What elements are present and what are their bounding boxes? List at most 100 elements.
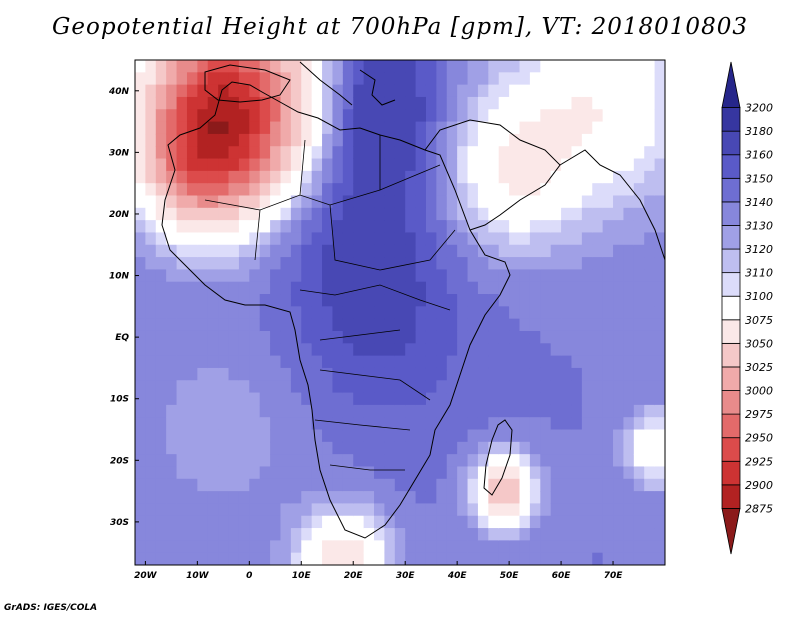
field-cell xyxy=(425,158,437,172)
field-cell xyxy=(218,343,230,357)
field-cell xyxy=(280,392,292,406)
field-cell xyxy=(477,306,489,320)
field-cell xyxy=(207,72,219,86)
field-cell xyxy=(301,220,313,234)
field-cell xyxy=(592,441,604,455)
field-cell xyxy=(623,417,635,431)
field-cell xyxy=(270,417,282,431)
field-cell xyxy=(457,60,469,73)
field-cell xyxy=(540,478,552,492)
field-cell xyxy=(186,355,198,369)
field-cell xyxy=(561,515,573,529)
field-cell xyxy=(145,269,157,283)
field-cell xyxy=(353,232,365,246)
field-cell xyxy=(238,146,250,160)
field-cell xyxy=(602,195,614,209)
field-cell xyxy=(197,478,209,492)
field-cell xyxy=(197,367,209,381)
field-cell xyxy=(477,133,489,147)
field-cell xyxy=(425,367,437,381)
field-cell xyxy=(394,232,406,246)
field-cell xyxy=(509,207,521,221)
field-cell xyxy=(550,318,562,332)
field-cell xyxy=(509,170,521,184)
field-cell xyxy=(363,503,375,517)
field-cell xyxy=(436,232,448,246)
field-cell xyxy=(602,441,614,455)
field-cell xyxy=(415,429,427,443)
field-cell xyxy=(633,552,645,565)
field-cell xyxy=(332,528,344,541)
field-cell xyxy=(363,330,375,344)
field-cell xyxy=(280,503,292,517)
field-cell xyxy=(425,294,437,307)
lat-tick-label: 20N xyxy=(109,210,130,220)
field-cell xyxy=(509,109,521,123)
field-cell xyxy=(540,244,552,258)
colorbar-label: 3025 xyxy=(745,361,773,374)
field-cell xyxy=(623,503,635,517)
field-cell xyxy=(176,343,188,357)
field-cell xyxy=(571,109,583,123)
field-cell xyxy=(571,207,583,221)
field-cell xyxy=(135,355,146,369)
field-cell xyxy=(176,244,188,258)
field-cell xyxy=(613,306,625,320)
field-cell xyxy=(592,244,604,258)
field-cell xyxy=(529,528,541,541)
field-cell xyxy=(384,380,396,394)
field-cell xyxy=(135,158,146,172)
field-cell xyxy=(311,552,323,565)
colorbar-label: 2875 xyxy=(745,502,773,515)
field-cell xyxy=(270,281,282,295)
field-cell xyxy=(290,207,302,221)
field-cell xyxy=(332,441,344,455)
field-cell xyxy=(540,84,552,98)
field-cell xyxy=(176,441,188,455)
field-cell xyxy=(529,392,541,406)
field-cell xyxy=(342,220,354,234)
field-cell xyxy=(249,281,261,295)
field-cell xyxy=(166,133,178,147)
field-cell xyxy=(425,281,437,295)
field-cell xyxy=(228,306,240,320)
field-cell xyxy=(290,121,302,135)
field-cell xyxy=(446,367,458,381)
field-cell xyxy=(488,109,500,123)
field-cell xyxy=(259,232,271,246)
field-cell xyxy=(207,404,219,418)
field-cell xyxy=(477,84,489,98)
field-cell xyxy=(363,417,375,431)
field-cell xyxy=(259,367,271,381)
field-cell xyxy=(581,84,593,98)
field-cell xyxy=(270,183,282,197)
field-cell xyxy=(644,367,656,381)
colorbar: 2875290029252950297530003025305030753100… xyxy=(721,61,773,555)
field-cell xyxy=(446,96,458,110)
field-cell xyxy=(540,109,552,123)
field-cell xyxy=(633,220,645,234)
field-cell xyxy=(374,552,386,565)
field-cell xyxy=(176,367,188,381)
field-cell xyxy=(280,330,292,344)
field-cell xyxy=(623,392,635,406)
field-cell xyxy=(280,478,292,492)
field-cell xyxy=(218,146,230,160)
field-cell xyxy=(145,257,157,270)
field-cell xyxy=(228,466,240,480)
field-cell xyxy=(280,552,292,565)
field-cell xyxy=(238,60,250,73)
field-cell xyxy=(592,380,604,394)
field-cell xyxy=(228,257,240,270)
field-cell xyxy=(311,220,323,234)
field-cell xyxy=(155,232,167,246)
field-cell xyxy=(384,429,396,443)
field-cell xyxy=(436,318,448,332)
field-cell xyxy=(644,454,656,468)
field-cell xyxy=(155,441,167,455)
field-cell xyxy=(467,478,479,492)
field-cell xyxy=(290,552,302,565)
field-cell xyxy=(342,60,354,73)
field-cell xyxy=(259,96,271,110)
field-cell xyxy=(613,84,625,98)
